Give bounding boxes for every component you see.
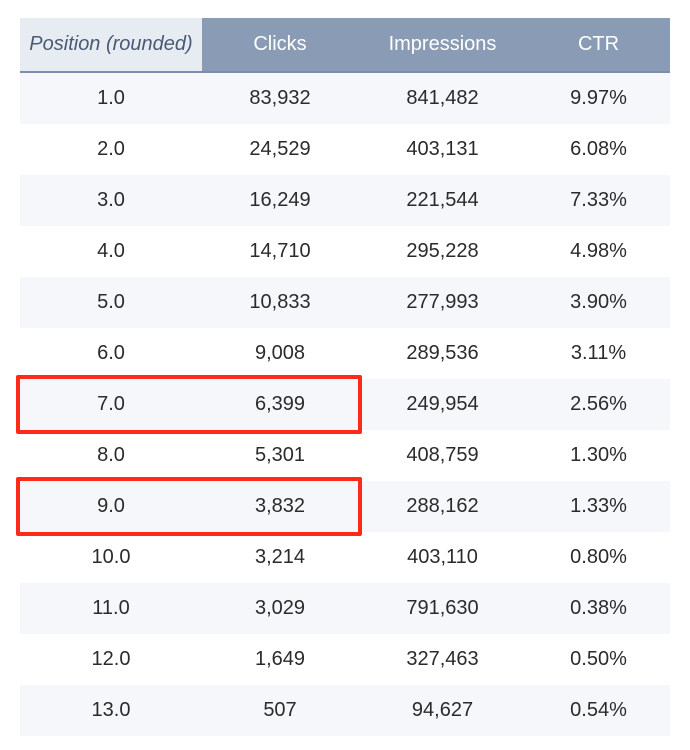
cell-clicks: 16,249 [202,175,358,226]
table-row: 4.014,710295,2284.98% [20,226,670,277]
table-row: 2.024,529403,1316.08% [20,124,670,175]
col-header-clicks[interactable]: Clicks [202,18,358,72]
table-wrapper: Position (rounded)ClicksImpressionsCTR 1… [0,0,690,746]
cell-ctr: 6.08% [527,124,670,175]
table-row: 12.01,649327,4630.50% [20,634,670,685]
cell-clicks: 9,008 [202,328,358,379]
cell-position: 11.0 [20,583,202,634]
cell-ctr: 0.80% [527,532,670,583]
cell-position: 4.0 [20,226,202,277]
cell-ctr: 0.38% [527,583,670,634]
cell-position: 12.0 [20,634,202,685]
col-header-position[interactable]: Position (rounded) [20,18,202,72]
cell-ctr: 7.33% [527,175,670,226]
cell-clicks: 3,029 [202,583,358,634]
cell-impressions: 841,482 [358,72,527,124]
cell-clicks: 507 [202,685,358,736]
cell-impressions: 277,993 [358,277,527,328]
table-row: 3.016,249221,5447.33% [20,175,670,226]
cell-position: 3.0 [20,175,202,226]
cell-ctr: 1.30% [527,430,670,481]
cell-clicks: 6,399 [202,379,358,430]
table-header: Position (rounded)ClicksImpressionsCTR [20,18,670,72]
cell-ctr: 9.97% [527,72,670,124]
cell-position: 2.0 [20,124,202,175]
col-header-ctr[interactable]: CTR [527,18,670,72]
table-row: 1.083,932841,4829.97% [20,72,670,124]
cell-clicks: 5,301 [202,430,358,481]
cell-impressions: 327,463 [358,634,527,685]
cell-position: 5.0 [20,277,202,328]
table-row: 10.03,214403,1100.80% [20,532,670,583]
cell-ctr: 2.56% [527,379,670,430]
col-header-impressions[interactable]: Impressions [358,18,527,72]
cell-impressions: 403,131 [358,124,527,175]
cell-position: 10.0 [20,532,202,583]
data-table: Position (rounded)ClicksImpressionsCTR 1… [20,18,670,736]
cell-clicks: 10,833 [202,277,358,328]
cell-impressions: 403,110 [358,532,527,583]
cell-clicks: 3,832 [202,481,358,532]
cell-position: 1.0 [20,72,202,124]
cell-clicks: 83,932 [202,72,358,124]
table-body: 1.083,932841,4829.97%2.024,529403,1316.0… [20,72,670,736]
cell-impressions: 288,162 [358,481,527,532]
table-row: 8.05,301408,7591.30% [20,430,670,481]
table-row: 5.010,833277,9933.90% [20,277,670,328]
cell-position: 7.0 [20,379,202,430]
cell-clicks: 24,529 [202,124,358,175]
table-row: 6.09,008289,5363.11% [20,328,670,379]
cell-clicks: 3,214 [202,532,358,583]
cell-ctr: 0.54% [527,685,670,736]
cell-position: 9.0 [20,481,202,532]
header-row: Position (rounded)ClicksImpressionsCTR [20,18,670,72]
cell-position: 6.0 [20,328,202,379]
table-row: 7.06,399249,9542.56% [20,379,670,430]
cell-impressions: 94,627 [358,685,527,736]
cell-clicks: 14,710 [202,226,358,277]
cell-ctr: 0.50% [527,634,670,685]
cell-impressions: 289,536 [358,328,527,379]
cell-impressions: 221,544 [358,175,527,226]
cell-clicks: 1,649 [202,634,358,685]
cell-ctr: 3.11% [527,328,670,379]
cell-position: 8.0 [20,430,202,481]
cell-impressions: 295,228 [358,226,527,277]
cell-impressions: 408,759 [358,430,527,481]
cell-ctr: 1.33% [527,481,670,532]
cell-position: 13.0 [20,685,202,736]
table-row: 11.03,029791,6300.38% [20,583,670,634]
cell-ctr: 4.98% [527,226,670,277]
table-row: 9.03,832288,1621.33% [20,481,670,532]
cell-ctr: 3.90% [527,277,670,328]
cell-impressions: 791,630 [358,583,527,634]
table-row: 13.050794,6270.54% [20,685,670,736]
cell-impressions: 249,954 [358,379,527,430]
